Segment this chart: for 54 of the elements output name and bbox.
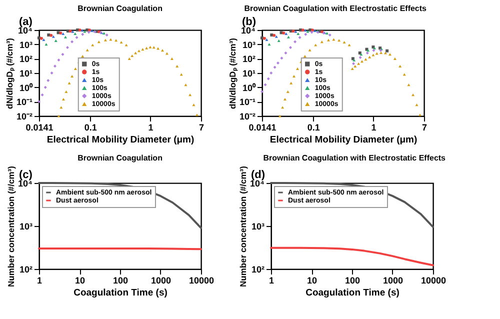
text: (c) (19, 169, 33, 181)
x-tick-label: 7 (198, 122, 204, 132)
y-tick-label: 10⁴ (18, 178, 32, 188)
x-axis-title: Electrical Mobility Diameter (μm) (270, 134, 418, 146)
x-axis-title: Electrical Mobility Diameter (μm) (46, 134, 194, 146)
x-axis-title: Coagulation Time (s) (306, 288, 400, 298)
y-tick-label: 10⁻¹ (16, 97, 32, 108)
y-tick-label: 10² (19, 264, 32, 274)
text: (b) (242, 16, 256, 28)
x-tick-label: 1000 (382, 276, 404, 286)
x-tick-label: 0.1 (84, 122, 97, 132)
chart-title: Brownian Coagulation (78, 4, 163, 13)
y-tick-label: 10² (251, 264, 264, 274)
y-tick-label: 10⁴ (250, 178, 264, 188)
x-tick-label: 1 (268, 276, 274, 286)
y-tick-label: 10⁻² (239, 112, 256, 122)
text: (d) (251, 169, 266, 181)
y-tick-label: 10³ (19, 222, 32, 232)
y-tick-label: 10⁻² (16, 112, 32, 122)
x-tick-label: 1 (148, 122, 154, 132)
y-axis-title: Number concentration (#/cm³) (238, 166, 248, 287)
y-tick-label: 10² (242, 54, 256, 64)
x-tick-label: 10 (74, 276, 86, 286)
y-tick-label: 10⁰ (242, 82, 256, 93)
y-axis-title: Number concentration (#/cm³) (6, 166, 16, 287)
x-tick-label: 1 (36, 276, 42, 286)
x-tick-label: 10 (306, 276, 318, 286)
y-tick-label: 10³ (242, 40, 256, 50)
x-tick-label: 0.0141 (26, 122, 54, 132)
x-tick-label: 0.1 (307, 122, 320, 132)
y-tick-label: 10³ (251, 222, 264, 232)
x-tick-label: 10000 (188, 276, 214, 286)
x-axis-title: Coagulation Time (s) (74, 288, 168, 298)
y-tick-label: 10¹ (19, 68, 32, 78)
x-tick-label: 0.0141 (248, 122, 276, 132)
y-axis-title: dN/dlogDₚ (#/cm³) (227, 38, 238, 109)
text: (a) (19, 16, 33, 28)
x-tick-label: 1 (371, 122, 376, 132)
x-tick-label: 100 (344, 276, 360, 286)
chart-title: Brownian Coagulation (78, 154, 163, 163)
y-tick-label: 10² (19, 54, 32, 64)
x-tick-label: 7 (422, 122, 428, 132)
chart-title: Brownian Coagulation with Electrostatic Effects (244, 4, 428, 13)
y-axis-title: dN/dlogDₚ (#/cm³) (4, 38, 16, 109)
x-tick-label: 100 (112, 276, 128, 286)
x-tick-label: 1000 (150, 276, 172, 286)
y-tick-label: 10⁻¹ (239, 97, 256, 108)
y-tick-label: 10¹ (242, 68, 256, 78)
y-tick-label: 10⁰ (19, 82, 34, 93)
y-tick-label: 10⁴ (241, 26, 256, 36)
y-tick-label: 10⁴ (18, 26, 32, 36)
y-tick-label: 10³ (19, 40, 32, 50)
chart-title: Brownian Coagulation with Electrostatic Effects (263, 154, 446, 163)
x-tick-label: 10000 (420, 276, 446, 286)
